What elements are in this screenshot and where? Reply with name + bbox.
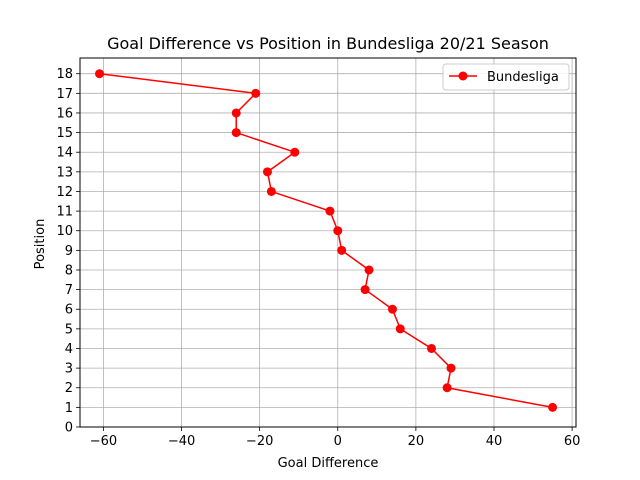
plot-frame	[79, 57, 577, 428]
data-point	[290, 147, 300, 157]
y-tick-label: 13	[56, 165, 73, 180]
data-point	[266, 186, 276, 196]
legend: Bundesliga	[442, 63, 570, 91]
data-point	[364, 265, 374, 275]
y-tick-label: 10	[56, 224, 73, 239]
legend-box	[442, 63, 570, 91]
data-point	[262, 167, 272, 177]
x-tick-label: −60	[90, 434, 117, 449]
x-tick-label: 20	[408, 434, 425, 449]
x-tick-label: −20	[246, 434, 273, 449]
x-tick-label: 40	[486, 434, 503, 449]
y-tick-label: 8	[65, 263, 73, 278]
y-tick-label: 6	[65, 303, 73, 318]
x-tick-label: 60	[564, 434, 581, 449]
y-tick-label: 5	[65, 322, 73, 337]
data-point	[426, 343, 436, 353]
x-tick-label: −40	[168, 434, 195, 449]
data-point	[325, 206, 335, 216]
data-point	[548, 402, 558, 412]
y-tick-label: 11	[56, 205, 73, 220]
data-point	[360, 285, 370, 295]
data-point	[395, 324, 405, 334]
data-point	[251, 88, 261, 98]
series-line	[99, 72, 553, 409]
y-tick-label: 17	[56, 87, 73, 102]
grid	[80, 58, 576, 428]
y-tick-label: 0	[65, 421, 73, 436]
x-axis: −60 −40 −20 0 20 40 60	[90, 427, 581, 449]
y-tick-label: 9	[65, 244, 73, 259]
y-tick-label: 7	[65, 283, 73, 298]
data-point	[333, 226, 343, 236]
series-layer	[95, 69, 558, 412]
legend-label: Bundesliga	[487, 70, 559, 85]
y-axis-label: Position	[33, 219, 48, 270]
y-tick-label: 14	[56, 146, 73, 161]
x-axis-label: Goal Difference	[278, 456, 379, 471]
y-tick-label: 12	[56, 185, 73, 200]
data-point	[231, 108, 241, 118]
data-point	[337, 245, 347, 255]
y-tick-label: 18	[56, 67, 73, 82]
x-tick-label: 0	[334, 434, 342, 449]
data-point	[387, 304, 397, 314]
data-point	[442, 383, 452, 393]
y-tick-label: 2	[65, 381, 73, 396]
y-tick-label: 15	[56, 126, 73, 141]
y-tick-label: 3	[65, 362, 73, 377]
data-point	[231, 128, 241, 138]
chart-title: Goal Difference vs Position in Bundeslig…	[107, 34, 549, 53]
data-point	[446, 363, 456, 373]
legend-marker-sample	[458, 71, 468, 81]
data-point	[95, 69, 105, 79]
y-tick-label: 16	[56, 106, 73, 121]
y-tick-label: 4	[65, 342, 73, 357]
y-tick-label: 1	[65, 401, 73, 416]
